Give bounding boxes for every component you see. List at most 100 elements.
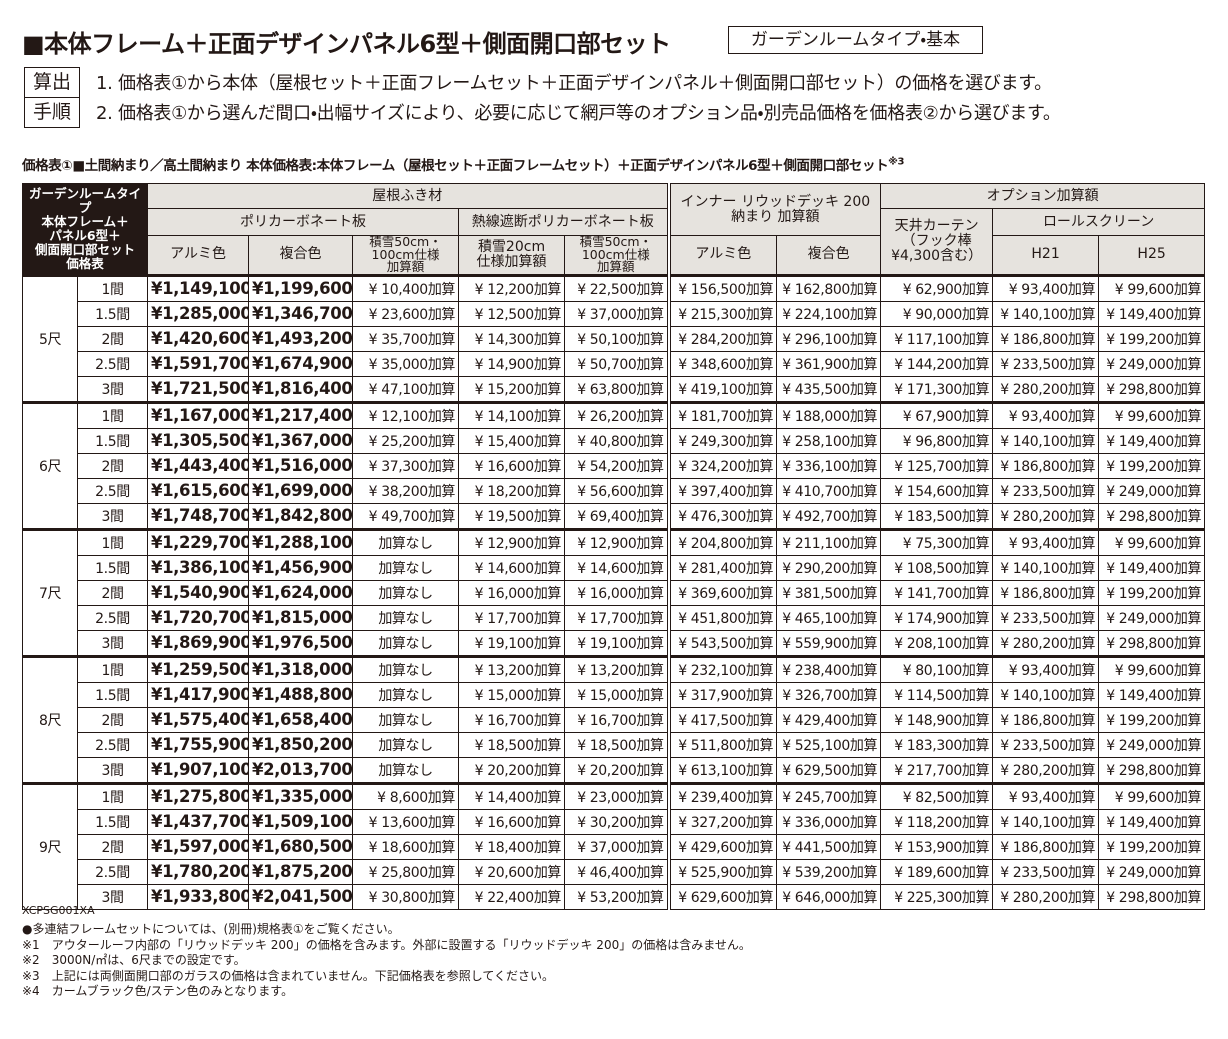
price-cell: ¥ 38,200加算 <box>352 477 460 504</box>
price-cell: ¥ 281,400加算 <box>666 554 778 581</box>
price-cell: ¥ 186,800加算 <box>992 579 1100 606</box>
price-cell: ¥1,540,900 <box>147 579 250 606</box>
size-label: 3間 <box>76 629 149 657</box>
head-row: アルミ色 複合色 積雪50cm・ 100cm仕様 加算額 積雪20cm 仕様加算… <box>23 235 1206 276</box>
price-cell: ¥1,875,200 <box>248 858 354 885</box>
note: ●多連結フレームセットについては、(別冊)規格表①をご覧ください。 <box>22 922 400 936</box>
price-cell: ¥ 22,400加算 <box>458 883 566 910</box>
price-cell: ¥ 417,500加算 <box>666 706 778 733</box>
price-cell: ¥ 174,900加算 <box>880 604 994 631</box>
price-cell: ¥ 369,600加算 <box>666 579 778 606</box>
price-cell: ¥ 117,100加算 <box>880 325 994 352</box>
price-cell: ¥ 49,700加算 <box>352 502 460 530</box>
body-row: 1.5間 ¥1,417,900 ¥1,488,800 加算なし ¥ 15,000加算 ¥ … <box>23 681 1206 708</box>
price-cell: ¥ 99,600加算 <box>1098 273 1206 302</box>
price-cell: ¥ 249,000加算 <box>1098 477 1206 504</box>
section-label: 8尺 <box>22 654 78 784</box>
table-code: XCPSG001XA <box>22 904 95 917</box>
section-label: 6尺 <box>22 400 78 530</box>
price-cell: ¥ 298,800加算 <box>1098 883 1206 910</box>
price-cell: ¥1,305,500 <box>147 427 250 454</box>
price-cell: ¥ 280,200加算 <box>992 502 1100 530</box>
price-cell: ¥1,167,000 <box>147 400 250 429</box>
price-cell: ¥ 125,700加算 <box>880 452 994 479</box>
body-row: 3間 ¥1,869,900 ¥1,976,500 加算なし ¥ 19,100加算 ¥ 19… <box>23 629 1206 657</box>
price-cell: ¥ 30,800加算 <box>352 883 460 910</box>
body-row: 2間 ¥1,420,600 ¥1,493,200 ¥ 35,700加算 ¥ 14,300… <box>23 325 1206 352</box>
price-cell: ¥ 18,200加算 <box>458 477 566 504</box>
column-header: H21 <box>992 235 1100 276</box>
price-cell: ¥ 211,100加算 <box>776 527 882 556</box>
price-cell: ¥ 12,500加算 <box>458 300 566 327</box>
price-cell: ¥ 199,200加算 <box>1098 325 1206 352</box>
price-cell: ¥ 629,500加算 <box>776 756 882 784</box>
size-label: 3間 <box>76 883 149 910</box>
price-cell: 加算なし <box>352 554 460 581</box>
price-cell: ¥ 613,100加算 <box>666 756 778 784</box>
price-cell: ¥ 525,100加算 <box>776 731 882 758</box>
price-cell: ¥ 15,400加算 <box>458 427 566 454</box>
price-cell: ¥1,933,800 <box>147 883 250 910</box>
price-cell: ¥ 16,700加算 <box>458 706 566 733</box>
price-cell: ¥ 149,400加算 <box>1098 300 1206 327</box>
price-cell: ¥ 93,400加算 <box>992 654 1100 683</box>
price-cell: ¥ 336,100加算 <box>776 452 882 479</box>
price-cell: ¥ 233,500加算 <box>992 350 1100 377</box>
badge: ガーデンルームタイプ・基本 <box>728 26 983 54</box>
price-cell: ¥ 149,400加算 <box>1098 681 1206 708</box>
price-cell: ¥ 208,100加算 <box>880 629 994 657</box>
price-cell: ¥ 199,200加算 <box>1098 452 1206 479</box>
price-cell: ¥ 149,400加算 <box>1098 427 1206 454</box>
price-cell: ¥ 140,100加算 <box>992 300 1100 327</box>
price-cell: ¥1,575,400 <box>147 706 250 733</box>
price-cell: ¥ 22,500加算 <box>564 273 670 302</box>
price-cell: ¥1,869,900 <box>147 629 250 657</box>
price-cell: ¥ 249,000加算 <box>1098 350 1206 377</box>
price-cell: ¥ 156,500加算 <box>666 273 778 302</box>
price-cell: ¥1,816,400 <box>248 375 354 403</box>
price-cell: 加算なし <box>352 579 460 606</box>
price-cell: ¥1,680,500 <box>248 833 354 860</box>
price-cell: ¥ 14,100加算 <box>458 400 566 429</box>
price-cell: ¥ 543,500加算 <box>666 629 778 657</box>
price-cell: ¥ 215,300加算 <box>666 300 778 327</box>
price-cell: ¥1,493,200 <box>248 325 354 352</box>
price-cell: ¥ 186,800加算 <box>992 325 1100 352</box>
steps: 1. 価格表①から本体（屋根セット＋正面フレームセット＋正面デザインパネル＋側面… <box>96 69 1061 129</box>
size-label: 1.5間 <box>76 808 149 835</box>
price-cell: ¥ 410,700加算 <box>776 477 882 504</box>
price-cell: ¥ 25,200加算 <box>352 427 460 454</box>
size-label: 1.5間 <box>76 554 149 581</box>
price-cell: ¥ 188,000加算 <box>776 400 882 429</box>
price-cell: ¥ 646,000加算 <box>776 883 882 910</box>
price-cell: ¥1,748,700 <box>147 502 250 530</box>
price-cell: ¥ 37,000加算 <box>564 300 670 327</box>
price-cell: ¥ 140,100加算 <box>992 427 1100 454</box>
price-cell: ¥ 25,800加算 <box>352 858 460 885</box>
price-cell: ¥ 249,300加算 <box>666 427 778 454</box>
price-cell: ¥ 144,200加算 <box>880 350 994 377</box>
title: ■本体フレーム＋正面デザインパネル6型＋側面開口部セット <box>22 30 671 58</box>
size-label: 2.5間 <box>76 350 149 377</box>
price-cell: ¥ 53,200加算 <box>564 883 670 910</box>
price-cell: ¥1,229,700 <box>147 527 250 556</box>
section-label: 9尺 <box>22 781 78 910</box>
price-cell: ¥ 429,600加算 <box>666 833 778 860</box>
price-cell: 加算なし <box>352 706 460 733</box>
price-cell: ¥ 217,700加算 <box>880 756 994 784</box>
price-cell: ¥ 232,100加算 <box>666 654 778 683</box>
price-cell: ¥ 327,200加算 <box>666 808 778 835</box>
price-cell: ¥1,624,000 <box>248 579 354 606</box>
price-cell: ¥ 249,000加算 <box>1098 858 1206 885</box>
price-cell: ¥1,417,900 <box>147 681 250 708</box>
group-header: 屋根ふき材 <box>147 183 670 209</box>
body-row: 5尺 1間 ¥1,149,100 ¥1,199,600 ¥ 10,400加算 ¥ 12,2… <box>22 273 1206 403</box>
table-body: 5尺 1間 ¥1,149,100 ¥1,199,600 ¥ 10,400加算 ¥ 12,2… <box>22 273 1206 910</box>
price-cell: ¥ 280,200加算 <box>992 629 1100 657</box>
column-header: 複合色 <box>248 235 354 276</box>
size-label: 1間 <box>76 400 149 429</box>
price-cell: ¥ 16,700加算 <box>564 706 670 733</box>
body-row: 2.5間 ¥1,720,700 ¥1,815,000 加算なし ¥ 17,700加算 ¥ … <box>23 604 1206 631</box>
price-cell: ¥ 324,200加算 <box>666 452 778 479</box>
column-header: 積雪50cm・ 100cm仕様 加算額 <box>352 235 460 276</box>
